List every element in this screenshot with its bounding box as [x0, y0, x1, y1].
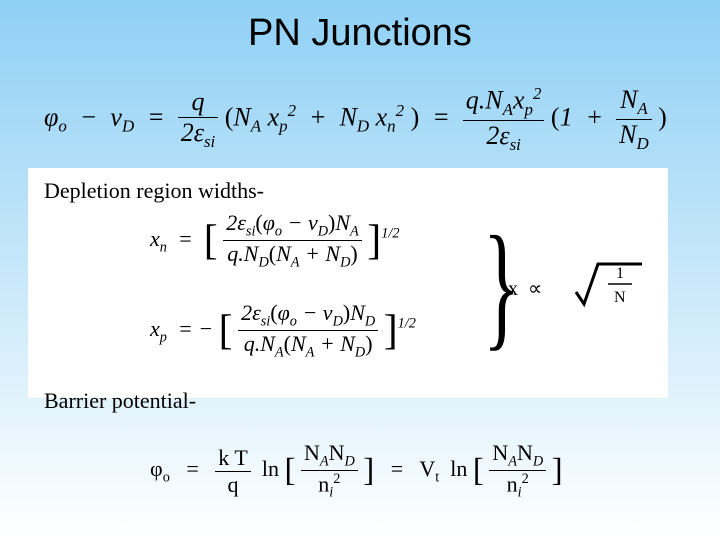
- equation-xp: xp = − [ 2εsi(φo − vD)ND q.NA(NA + ND) ]…: [150, 300, 416, 362]
- svg-text:N: N: [614, 289, 626, 306]
- label-depletion: Depletion region widths-: [44, 178, 264, 204]
- equation-phi-minus-vd: φo − vD = q 2εsi (NA xp2 + ND xn2 ) = q.…: [44, 84, 667, 155]
- svg-text:1: 1: [616, 265, 624, 282]
- page-title: PN Junctions: [0, 0, 720, 55]
- proportional-expr: x ∝: [508, 276, 542, 301]
- label-barrier: Barrier potential-: [44, 388, 196, 414]
- sqrt-one-over-n: 1 N: [574, 256, 646, 314]
- equation-phio: φo = k T q ln [ NAND ni2 ] = Vt ln [ NAN…: [150, 440, 563, 502]
- equation-xn: xn = [ 2εsi(φo − vD)NA q.ND(NA + ND) ]1/…: [150, 210, 399, 272]
